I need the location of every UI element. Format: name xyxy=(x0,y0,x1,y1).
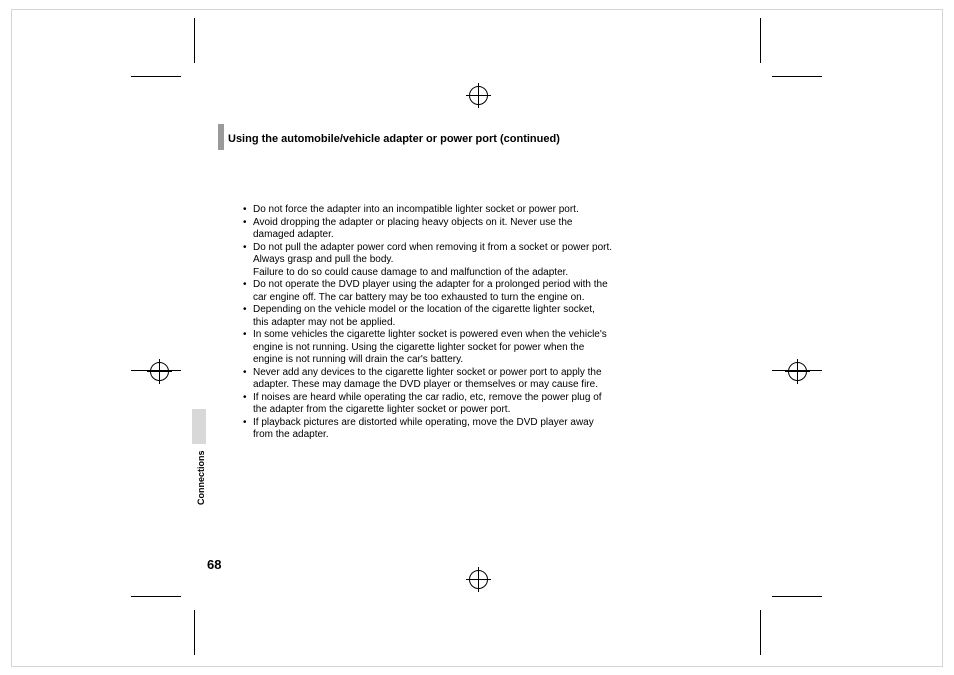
bullet-text: Do not operate the DVD player using the … xyxy=(253,279,608,303)
crop-mark xyxy=(772,76,822,77)
page-number: 68 xyxy=(207,557,221,572)
list-item: In some vehicles the cigarette lighter s… xyxy=(243,329,613,367)
manual-page: Using the automobile/vehicle adapter or … xyxy=(0,0,954,675)
page-title: Using the automobile/vehicle adapter or … xyxy=(228,133,560,145)
bullet-text: In some vehicles the cigarette lighter s… xyxy=(253,329,607,365)
list-item: Avoid dropping the adapter or placing he… xyxy=(243,217,613,242)
registration-mark-icon xyxy=(788,362,807,381)
bullet-text: Never add any devices to the cigarette l… xyxy=(253,367,602,391)
crop-mark xyxy=(772,596,822,597)
list-item: If playback pictures are distorted while… xyxy=(243,417,613,442)
registration-mark-icon xyxy=(150,362,169,381)
registration-mark-icon xyxy=(469,570,488,589)
bullet-text: If playback pictures are distorted while… xyxy=(253,417,594,441)
crop-mark xyxy=(194,18,195,63)
section-label: Connections xyxy=(196,450,206,505)
crop-mark xyxy=(772,370,822,371)
list-item: If noises are heard while operating the … xyxy=(243,392,613,417)
title-accent-bar xyxy=(218,124,224,150)
crop-mark xyxy=(131,370,181,371)
bullet-text: Depending on the vehicle model or the lo… xyxy=(253,304,595,328)
list-item: Never add any devices to the cigarette l… xyxy=(243,367,613,392)
list-item: Do not pull the adapter power cord when … xyxy=(243,242,613,280)
list-item: Depending on the vehicle model or the lo… xyxy=(243,304,613,329)
bullet-text: If noises are heard while operating the … xyxy=(253,392,602,416)
list-item: Do not operate the DVD player using the … xyxy=(243,279,613,304)
crop-mark xyxy=(131,76,181,77)
bullet-text: Avoid dropping the adapter or placing he… xyxy=(253,217,572,241)
registration-mark-icon xyxy=(469,86,488,105)
crop-mark xyxy=(760,610,761,655)
notes-list: Do not force the adapter into an incompa… xyxy=(243,204,613,442)
body-text: Do not force the adapter into an incompa… xyxy=(243,204,613,442)
crop-mark xyxy=(131,596,181,597)
bullet-text: Do not force the adapter into an incompa… xyxy=(253,204,579,215)
crop-mark xyxy=(194,610,195,655)
section-tab xyxy=(192,409,206,444)
crop-mark xyxy=(760,18,761,63)
bullet-text: Do not pull the adapter power cord when … xyxy=(253,242,612,278)
list-item: Do not force the adapter into an incompa… xyxy=(243,204,613,217)
